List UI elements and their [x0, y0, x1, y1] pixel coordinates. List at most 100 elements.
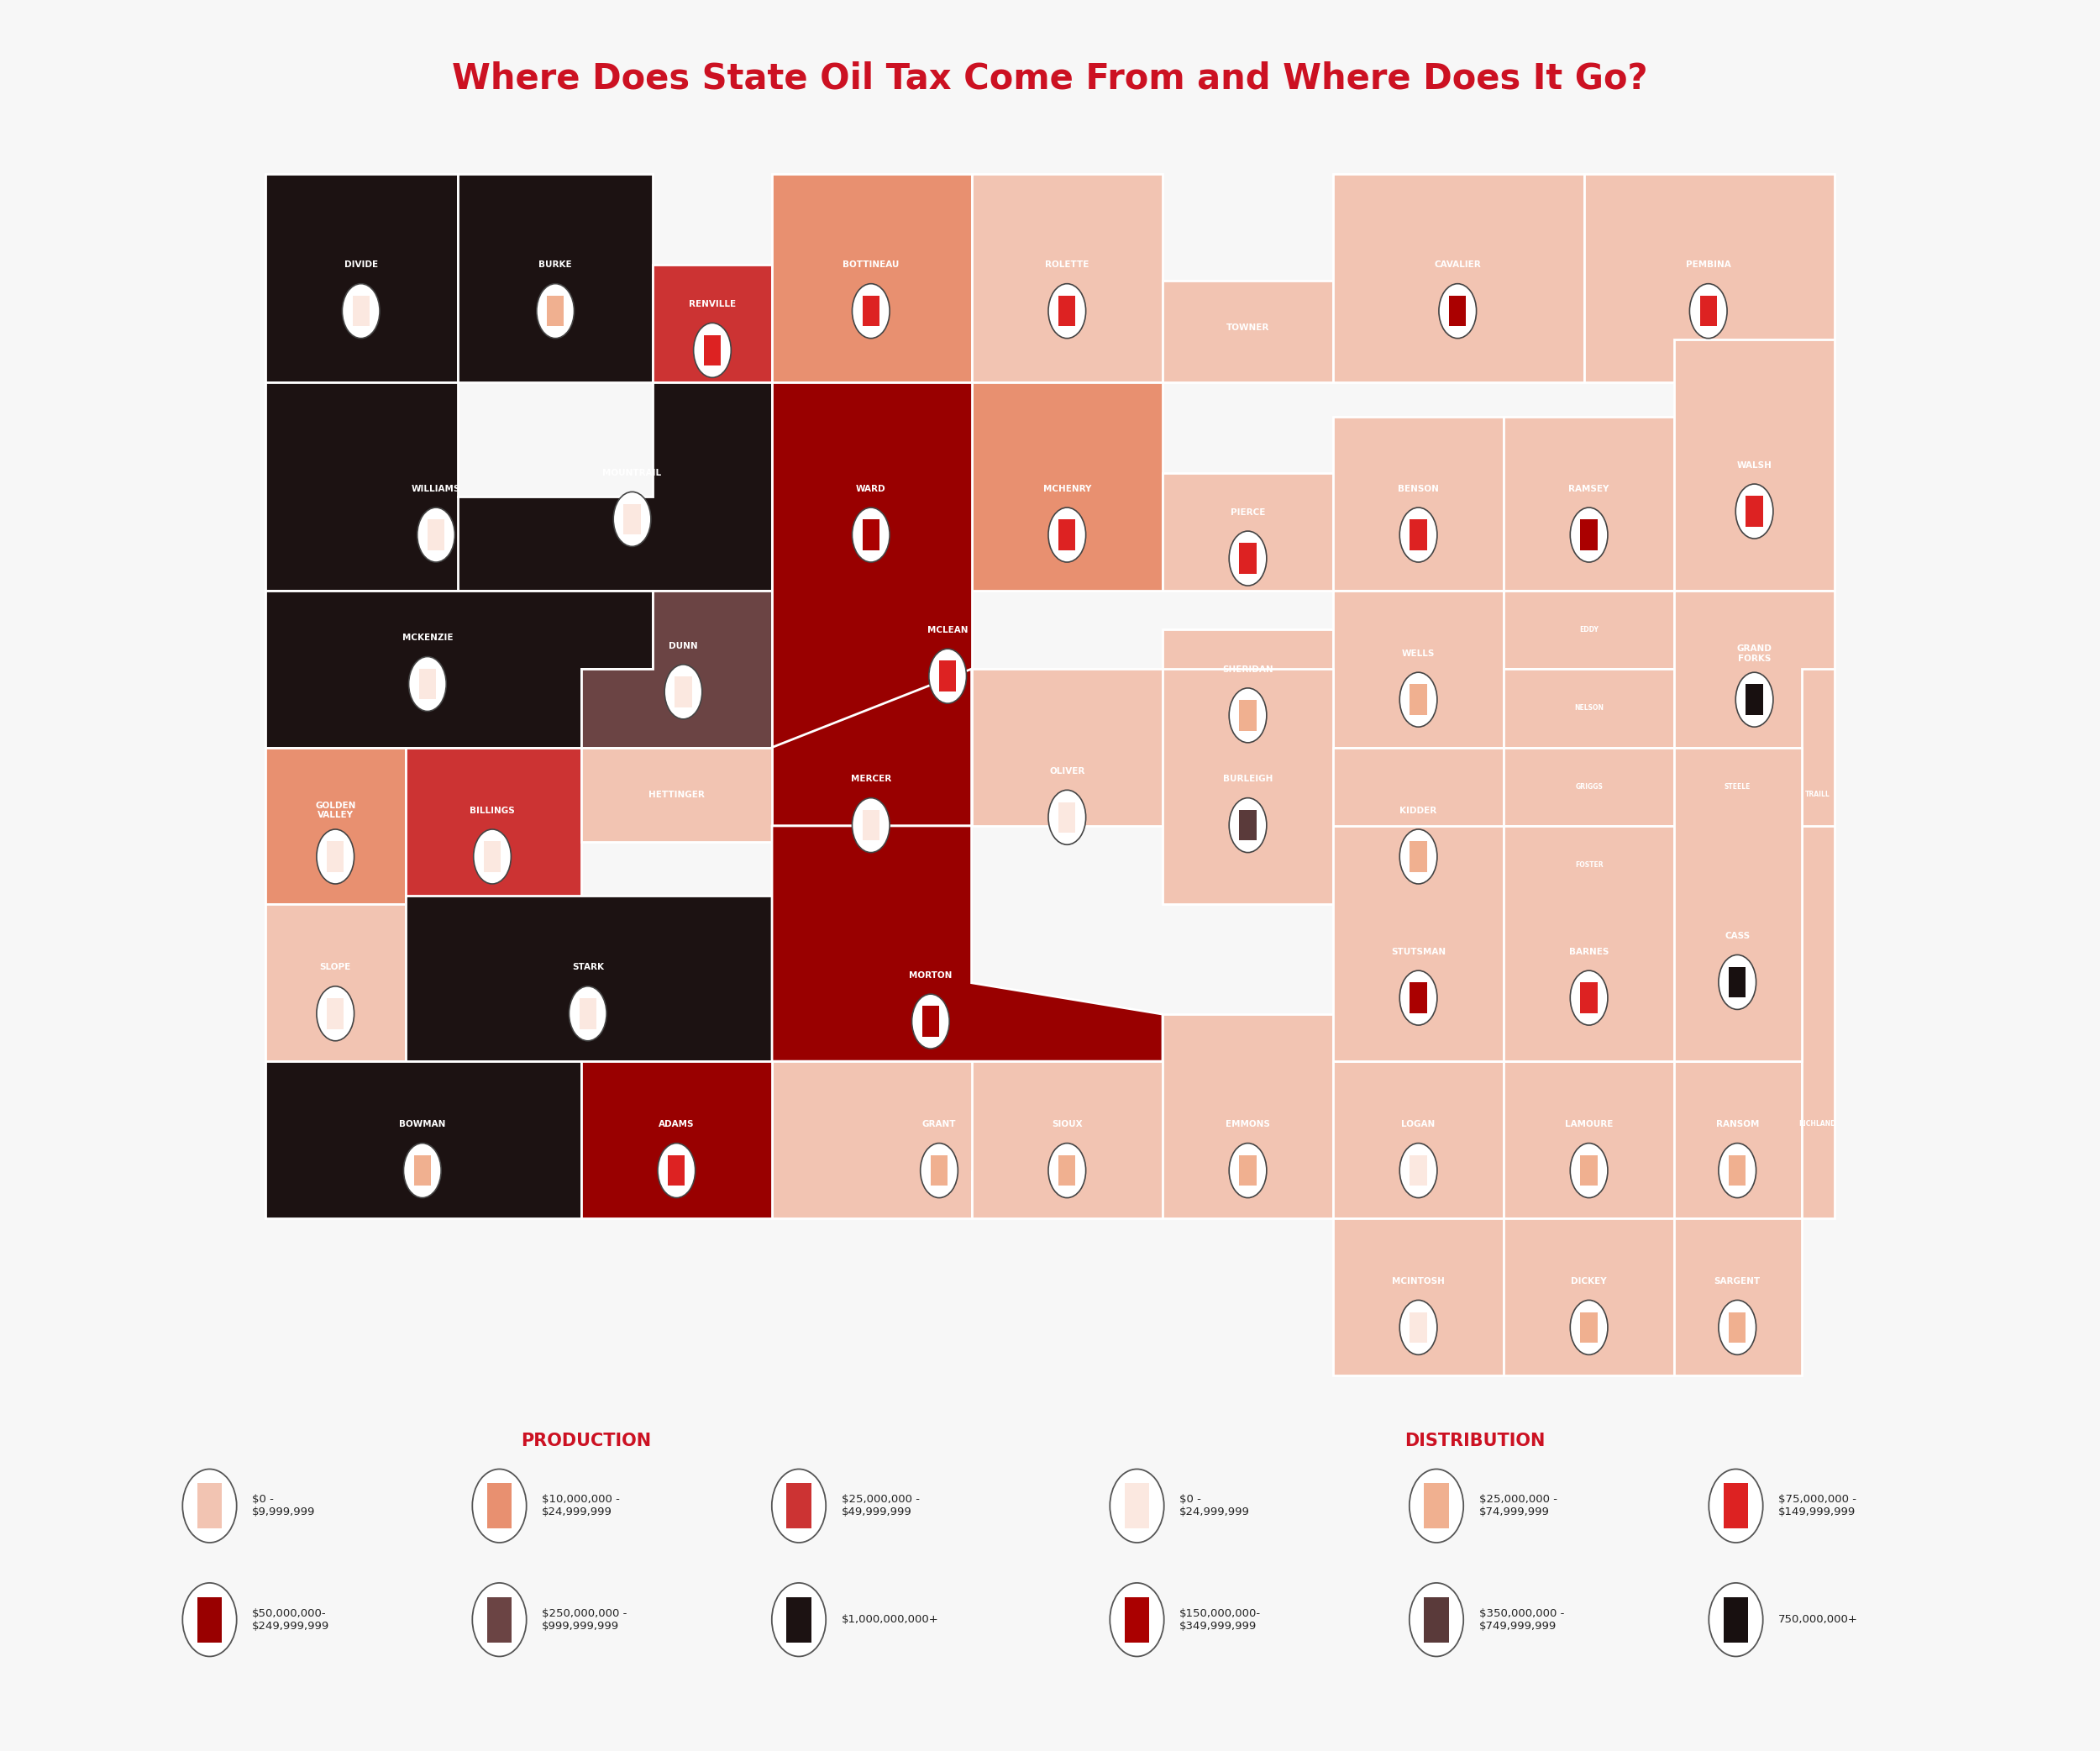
Text: DICKEY: DICKEY [1571, 1276, 1606, 1285]
Text: $250,000,000 -
$999,999,999: $250,000,000 - $999,999,999 [542, 1607, 628, 1632]
Text: CASS: CASS [1724, 932, 1749, 940]
Polygon shape [405, 897, 773, 1061]
Bar [1239, 700, 1256, 730]
Polygon shape [1163, 1014, 1334, 1219]
Polygon shape [1334, 748, 1504, 904]
Ellipse shape [342, 284, 380, 338]
Text: $10,000,000 -
$24,999,999: $10,000,000 - $24,999,999 [542, 1494, 620, 1518]
Ellipse shape [1228, 531, 1266, 585]
Bar [1424, 1597, 1449, 1642]
Bar [197, 1483, 223, 1529]
Polygon shape [773, 382, 972, 590]
Bar [674, 676, 691, 707]
Polygon shape [773, 826, 1163, 1061]
Bar [1581, 1156, 1598, 1185]
Bar [1239, 543, 1256, 574]
Polygon shape [773, 382, 1163, 748]
Ellipse shape [853, 508, 890, 562]
Ellipse shape [1228, 798, 1266, 853]
Ellipse shape [317, 986, 355, 1040]
Polygon shape [1334, 173, 1583, 382]
Ellipse shape [1735, 672, 1772, 727]
Text: LAMOURE: LAMOURE [1564, 1121, 1613, 1129]
Ellipse shape [472, 1583, 527, 1656]
Text: GRANT: GRANT [922, 1121, 956, 1129]
Ellipse shape [1399, 672, 1436, 727]
Text: Where Does State Oil Tax Come From and Where Does It Go?: Where Does State Oil Tax Come From and W… [452, 61, 1649, 96]
Polygon shape [1802, 669, 1835, 904]
Polygon shape [1802, 826, 1835, 1219]
Ellipse shape [1439, 284, 1476, 338]
Ellipse shape [1399, 1143, 1436, 1198]
Text: RAMSEY: RAMSEY [1569, 485, 1609, 494]
Bar [1058, 1156, 1075, 1185]
Ellipse shape [472, 830, 510, 884]
Ellipse shape [1048, 508, 1086, 562]
Ellipse shape [183, 1469, 237, 1543]
Text: PRODUCTION: PRODUCTION [521, 1432, 651, 1450]
Polygon shape [1504, 748, 1674, 826]
Polygon shape [972, 669, 1163, 826]
Text: MERCER: MERCER [851, 776, 890, 783]
Bar [1239, 1156, 1256, 1185]
Ellipse shape [664, 664, 701, 720]
Polygon shape [265, 904, 405, 1061]
Bar [785, 1597, 811, 1642]
Polygon shape [582, 590, 773, 748]
Polygon shape [1163, 669, 1334, 904]
Ellipse shape [773, 1583, 825, 1656]
Bar [1058, 802, 1075, 833]
Ellipse shape [928, 650, 966, 704]
Ellipse shape [1409, 1583, 1464, 1656]
Ellipse shape [1691, 284, 1726, 338]
Text: NELSON: NELSON [1575, 704, 1604, 713]
Text: $150,000,000-
$349,999,999: $150,000,000- $349,999,999 [1180, 1607, 1260, 1632]
Text: TOWNER: TOWNER [1226, 324, 1268, 331]
Text: ADAMS: ADAMS [659, 1121, 695, 1129]
Polygon shape [265, 590, 653, 748]
Ellipse shape [693, 322, 731, 378]
Bar [197, 1597, 223, 1642]
Bar [418, 669, 437, 699]
Text: RENVILLE: RENVILLE [689, 299, 735, 308]
Bar [1728, 967, 1745, 998]
Bar [1409, 1311, 1426, 1343]
Polygon shape [972, 173, 1163, 382]
Text: BILLINGS: BILLINGS [470, 805, 514, 814]
Bar [1745, 685, 1762, 714]
Bar [1724, 1483, 1749, 1529]
Polygon shape [1163, 630, 1334, 748]
Ellipse shape [472, 1469, 527, 1543]
Ellipse shape [1111, 1469, 1163, 1543]
Ellipse shape [1571, 970, 1609, 1024]
Ellipse shape [1709, 1469, 1762, 1543]
Polygon shape [1674, 1061, 1802, 1219]
Text: BENSON: BENSON [1399, 485, 1438, 494]
Polygon shape [265, 1061, 582, 1219]
Text: WELLS: WELLS [1403, 650, 1434, 658]
Text: WALSH: WALSH [1737, 461, 1772, 469]
Polygon shape [1334, 1219, 1504, 1375]
Bar [487, 1483, 512, 1529]
Text: GRIGGS: GRIGGS [1575, 783, 1602, 790]
Polygon shape [1163, 473, 1334, 590]
Text: DIVIDE: DIVIDE [344, 261, 378, 270]
Text: MORTON: MORTON [909, 972, 951, 979]
Text: WARD: WARD [857, 485, 886, 494]
Text: KIDDER: KIDDER [1401, 805, 1436, 814]
Text: OLIVER: OLIVER [1050, 767, 1086, 776]
Text: TRAILL: TRAILL [1806, 791, 1829, 798]
Polygon shape [265, 173, 458, 382]
Text: PEMBINA: PEMBINA [1686, 261, 1730, 270]
Bar [1728, 1156, 1745, 1185]
Polygon shape [1334, 590, 1504, 748]
Ellipse shape [410, 657, 445, 711]
Ellipse shape [853, 798, 890, 853]
Polygon shape [1674, 748, 1802, 826]
Polygon shape [972, 1061, 1163, 1219]
Text: SIOUX: SIOUX [1052, 1121, 1082, 1129]
Text: $75,000,000 -
$149,999,999: $75,000,000 - $149,999,999 [1779, 1494, 1856, 1518]
Text: EMMONS: EMMONS [1226, 1121, 1270, 1129]
Text: SLOPE: SLOPE [319, 963, 351, 972]
Bar [1409, 1156, 1426, 1185]
